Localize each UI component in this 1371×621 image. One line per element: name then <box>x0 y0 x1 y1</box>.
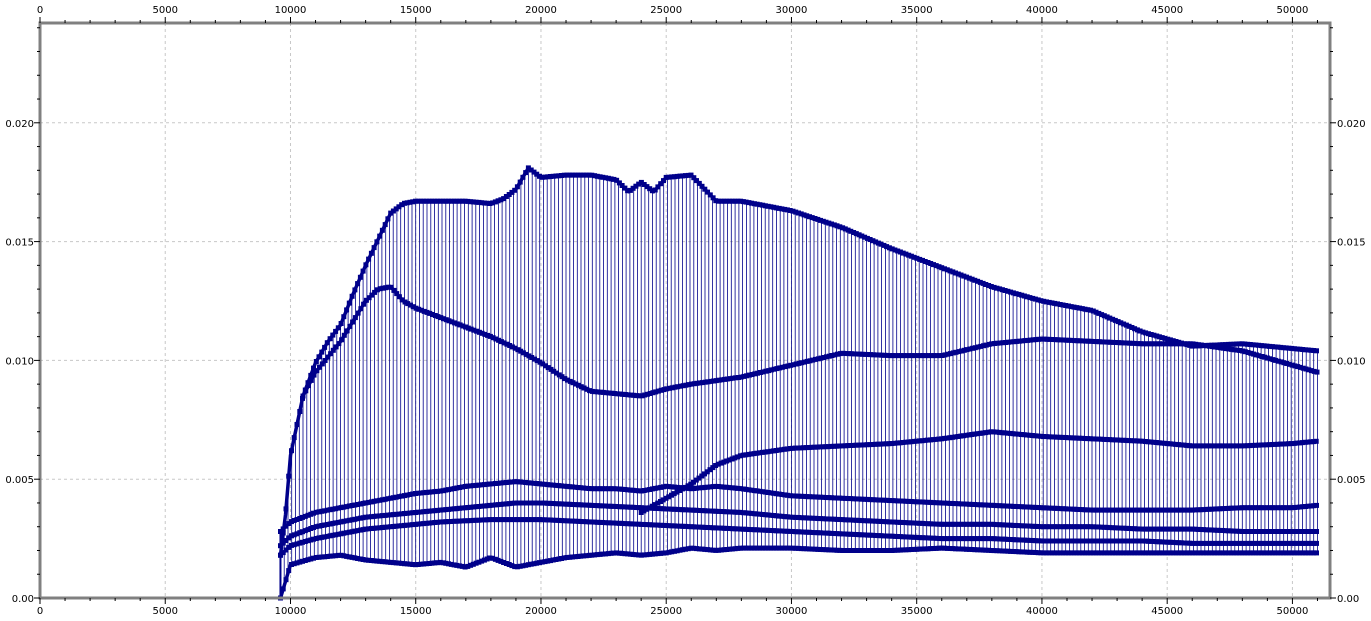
x-tick-label-top: 30000 <box>776 5 808 16</box>
plot-frame <box>38 21 1332 600</box>
series-band-2 <box>301 284 1318 398</box>
x-tick-label-top: 10000 <box>275 5 307 16</box>
data-markers <box>278 165 1320 601</box>
y-tick-label-right: 0.00 <box>1337 594 1359 605</box>
x-tick-label-top: 45000 <box>1151 5 1183 16</box>
y-tick-label-left: 0.00 <box>12 594 34 605</box>
grid-lines <box>40 23 1330 598</box>
x-tick-label-bottom: 15000 <box>400 606 432 617</box>
x-tick-label-top: 20000 <box>525 5 557 16</box>
x-tick-label-top: 5000 <box>153 5 178 16</box>
x-tick-label-top: 40000 <box>1026 5 1058 16</box>
x-tick-label-bottom: 35000 <box>901 606 933 617</box>
y-tick-label-right: 0.010 <box>1337 356 1366 367</box>
x-tick-label-bottom: 10000 <box>275 606 307 617</box>
y-tick-label-right: 0.015 <box>1337 238 1366 249</box>
x-tick-label-top: 35000 <box>901 5 933 16</box>
x-tick-label-bottom: 45000 <box>1151 606 1183 617</box>
y-tick-label-left: 0.015 <box>5 238 34 249</box>
y-tick-label-right: 0.005 <box>1337 475 1366 486</box>
axis-ticks <box>34 17 1336 604</box>
series-band-6 <box>279 517 1318 557</box>
x-tick-label-bottom: 30000 <box>776 606 808 617</box>
series-band-1 <box>278 166 1318 556</box>
series-band-5 <box>279 501 1318 547</box>
y-tick-label-left: 0.020 <box>5 119 34 130</box>
series-band-7 <box>278 546 1318 599</box>
x-tick-label-bottom: 5000 <box>153 606 178 617</box>
x-tick-label-top: 15000 <box>400 5 432 16</box>
y-tick-label-right: 0.020 <box>1337 119 1366 130</box>
plot-border <box>38 21 1332 600</box>
x-tick-label-bottom: 40000 <box>1026 606 1058 617</box>
x-tick-label-bottom: 25000 <box>650 606 682 617</box>
series-band-3 <box>640 429 1318 515</box>
x-tick-label-bottom: 50000 <box>1277 606 1309 617</box>
x-tick-label-top: 0 <box>37 5 43 16</box>
y-tick-label-left: 0.005 <box>5 475 34 486</box>
tick-labels: 0 0 5000 5000 10000 10000 15000 15000 20000 20000… <box>5 5 1365 617</box>
x-tick-label-top: 25000 <box>650 5 682 16</box>
y-tick-label-left: 0.010 <box>5 356 34 367</box>
series-band-4 <box>279 479 1318 533</box>
x-tick-label-bottom: 20000 <box>525 606 557 617</box>
x-tick-label-top: 50000 <box>1277 5 1309 16</box>
x-tick-label-bottom: 0 <box>37 606 43 617</box>
